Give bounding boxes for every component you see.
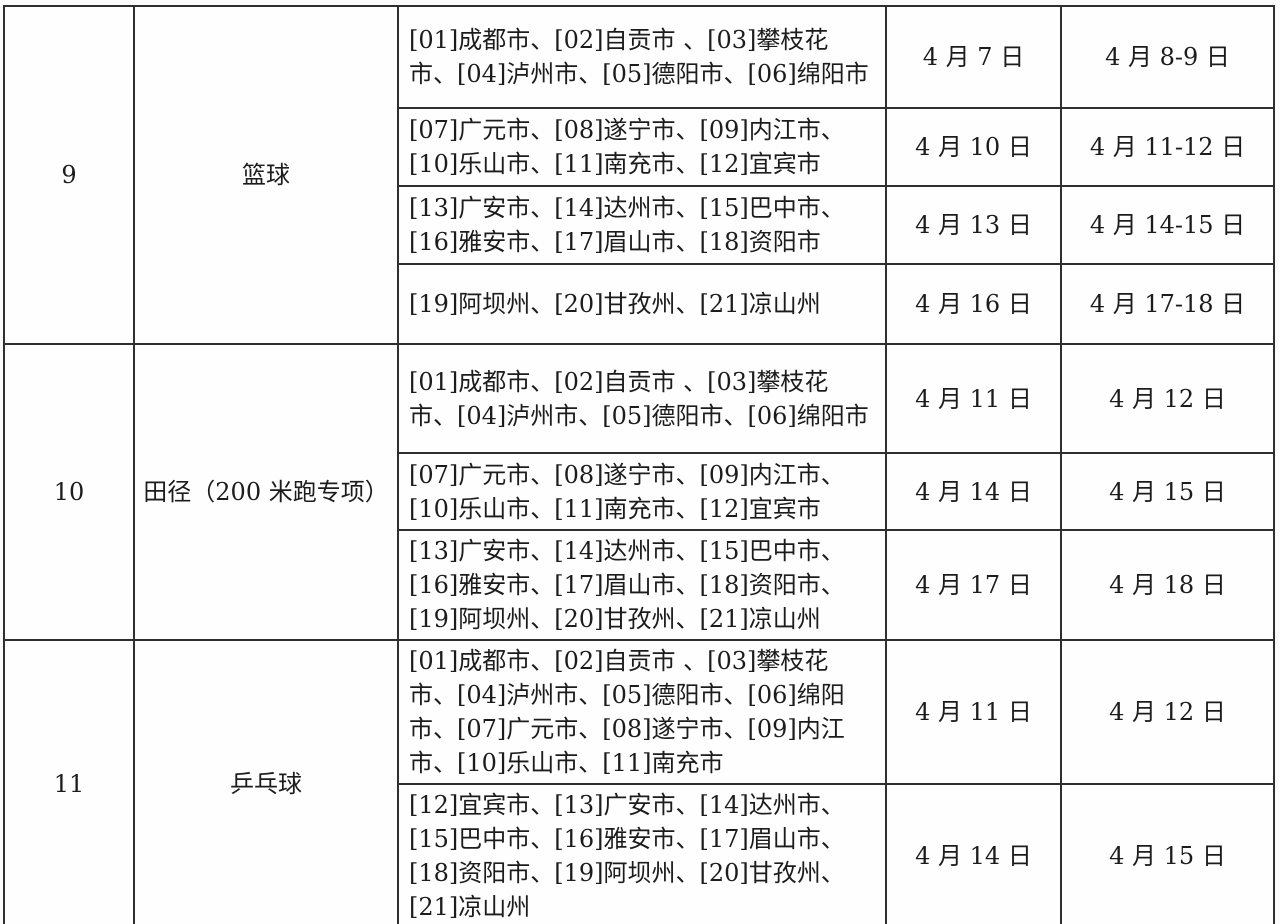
row-number-cell: 10 [3, 343, 135, 641]
cities-cell: [07]广元市、[08]遂宁市、[09]内江市、[10]乐山市、[11]南充市、… [397, 107, 887, 187]
first-date-cell: 4 月 7 日 [885, 5, 1062, 109]
table-row: 9 篮球 [01]成都市、[02]自贡市 、[03]攀枝花市、[04]泸州市、[… [3, 5, 1275, 345]
cities-cell: [01]成都市、[02]自贡市 、[03]攀枝花市、[04]泸州市、[05]德阳… [397, 5, 887, 109]
table-row: 11 乒乓球 [01]成都市、[02]自贡市 、[03]攀枝花市、[04]泸州市… [3, 639, 1275, 924]
table-row: [12]宜宾市、[13]广安市、[14]达州市、[15]巴中市、[16]雅安市、… [4, 783, 1275, 924]
table-row: [19]阿坝州、[20]甘孜州、[21]凉山州 4 月 16 日 4 月 17-… [4, 263, 1275, 345]
table-row: [07]广元市、[08]遂宁市、[09]内江市、[10]乐山市、[11]南充市、… [4, 452, 1275, 531]
first-date-cell: 4 月 14 日 [885, 783, 1062, 924]
sport-name-cell: 篮球 [133, 5, 399, 345]
sport-name-cell: 田径（200 米跑专项） [133, 343, 399, 641]
first-date-cell: 4 月 11 日 [885, 343, 1062, 454]
second-date-cell: 4 月 8-9 日 [1060, 5, 1275, 109]
second-date-cell: 4 月 12 日 [1060, 639, 1275, 785]
event-schedule-table: 9 篮球 [01]成都市、[02]自贡市 、[03]攀枝花市、[04]泸州市、[… [3, 5, 1275, 924]
second-date-cell: 4 月 12 日 [1060, 343, 1275, 454]
table-row: [13]广安市、[14]达州市、[15]巴中市、[16]雅安市、[17]眉山市、… [4, 185, 1275, 265]
first-date-cell: 4 月 14 日 [885, 452, 1062, 531]
second-date-cell: 4 月 18 日 [1060, 529, 1275, 641]
first-date-cell: 4 月 10 日 [885, 107, 1062, 187]
first-date-cell: 4 月 13 日 [885, 185, 1062, 265]
sport-name-cell: 乒乓球 [133, 639, 399, 924]
table-row: [07]广元市、[08]遂宁市、[09]内江市、[10]乐山市、[11]南充市、… [4, 107, 1275, 187]
second-date-cell: 4 月 17-18 日 [1060, 263, 1275, 345]
cities-cell: [12]宜宾市、[13]广安市、[14]达州市、[15]巴中市、[16]雅安市、… [397, 783, 887, 924]
cities-cell: [07]广元市、[08]遂宁市、[09]内江市、[10]乐山市、[11]南充市、… [397, 452, 887, 531]
second-date-cell: 4 月 11-12 日 [1060, 107, 1275, 187]
second-date-cell: 4 月 15 日 [1060, 452, 1275, 531]
first-date-cell: 4 月 11 日 [885, 639, 1062, 785]
first-date-cell: 4 月 17 日 [885, 529, 1062, 641]
row-number-cell: 11 [3, 639, 135, 924]
cities-cell: [19]阿坝州、[20]甘孜州、[21]凉山州 [397, 263, 887, 345]
second-date-cell: 4 月 14-15 日 [1060, 185, 1275, 265]
cities-cell: [01]成都市、[02]自贡市 、[03]攀枝花市、[04]泸州市、[05]德阳… [397, 343, 887, 454]
second-date-cell: 4 月 15 日 [1060, 783, 1275, 924]
table-row: [13]广安市、[14]达州市、[15]巴中市、[16]雅安市、[17]眉山市、… [4, 529, 1275, 641]
cities-cell: [01]成都市、[02]自贡市 、[03]攀枝花市、[04]泸州市、[05]德阳… [397, 639, 887, 785]
row-number-cell: 9 [3, 5, 135, 345]
cities-cell: [13]广安市、[14]达州市、[15]巴中市、[16]雅安市、[17]眉山市、… [397, 185, 887, 265]
table-row: 10 田径（200 米跑专项） [01]成都市、[02]自贡市 、[03]攀枝花… [3, 343, 1275, 641]
cities-cell: [13]广安市、[14]达州市、[15]巴中市、[16]雅安市、[17]眉山市、… [397, 529, 887, 641]
first-date-cell: 4 月 16 日 [885, 263, 1062, 345]
